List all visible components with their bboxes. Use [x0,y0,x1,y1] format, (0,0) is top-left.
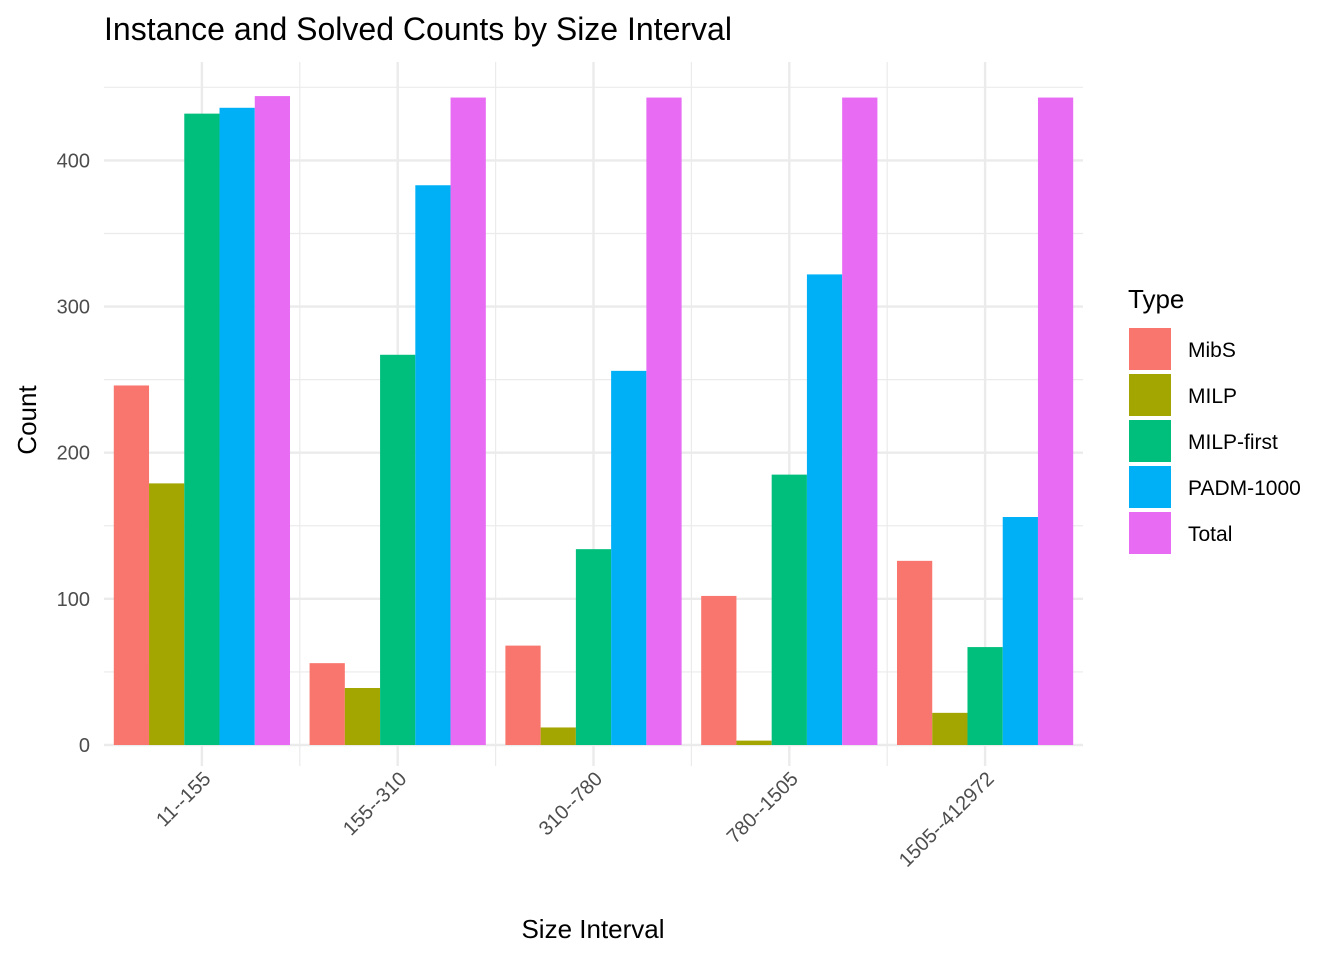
legend-key [1129,328,1171,370]
chart-title: Instance and Solved Counts by Size Inter… [104,11,732,47]
y-tick-label: 100 [57,589,90,611]
legend-label: MILP-first [1188,431,1278,454]
bar [771,474,807,745]
bar [415,185,451,746]
legend: Type MibS MILP MILP-first PADM-1000 Total [1128,284,1301,554]
bar [149,483,185,745]
legend-label: MILP [1188,385,1237,408]
bar [505,645,541,745]
legend-label: PADM-1000 [1188,477,1301,500]
bar [309,663,345,745]
bar [932,712,968,745]
bar [380,354,416,745]
legend-key [1129,512,1171,554]
y-tick-label: 300 [57,297,90,319]
bar [967,647,1003,745]
bar [450,97,486,746]
bar [184,113,220,745]
bar [806,274,843,745]
bar [219,107,255,745]
bars [113,96,1074,746]
legend-key [1129,374,1171,416]
y-tick-label: 200 [57,443,90,465]
bar [344,688,381,745]
y-tick-label: 400 [57,150,90,172]
bar [896,560,933,745]
bar [575,549,612,745]
x-tick-label: 1505--412972 [895,768,999,872]
x-tick-label: 11--155 [152,768,215,831]
bar [113,385,150,745]
legend-items: MibS MILP MILP-first PADM-1000 Total [1129,328,1301,554]
x-tick-label: 155--310 [339,768,411,840]
legend-label: MibS [1188,339,1236,362]
x-tick-label: 780--1505 [723,768,803,848]
legend-title: Type [1128,284,1184,314]
legend-key [1129,420,1171,462]
y-tick-label: 0 [79,735,90,757]
x-tick-label: 310--780 [535,768,607,840]
bar [646,97,682,746]
bar [736,740,772,745]
bar [701,595,737,745]
bar [611,370,647,745]
legend-key [1129,466,1171,508]
bar [1037,97,1074,746]
bar [540,727,576,745]
legend-label: Total [1188,523,1232,546]
y-axis-label: Count [12,385,42,455]
bar [1002,517,1038,745]
bar [254,96,291,746]
bar [842,97,878,746]
x-axis-label: Size Interval [521,914,664,944]
